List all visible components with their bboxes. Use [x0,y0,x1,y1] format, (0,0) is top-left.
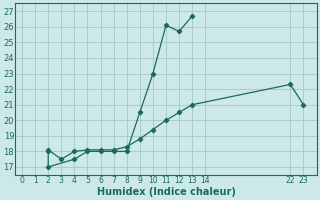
X-axis label: Humidex (Indice chaleur): Humidex (Indice chaleur) [97,187,236,197]
